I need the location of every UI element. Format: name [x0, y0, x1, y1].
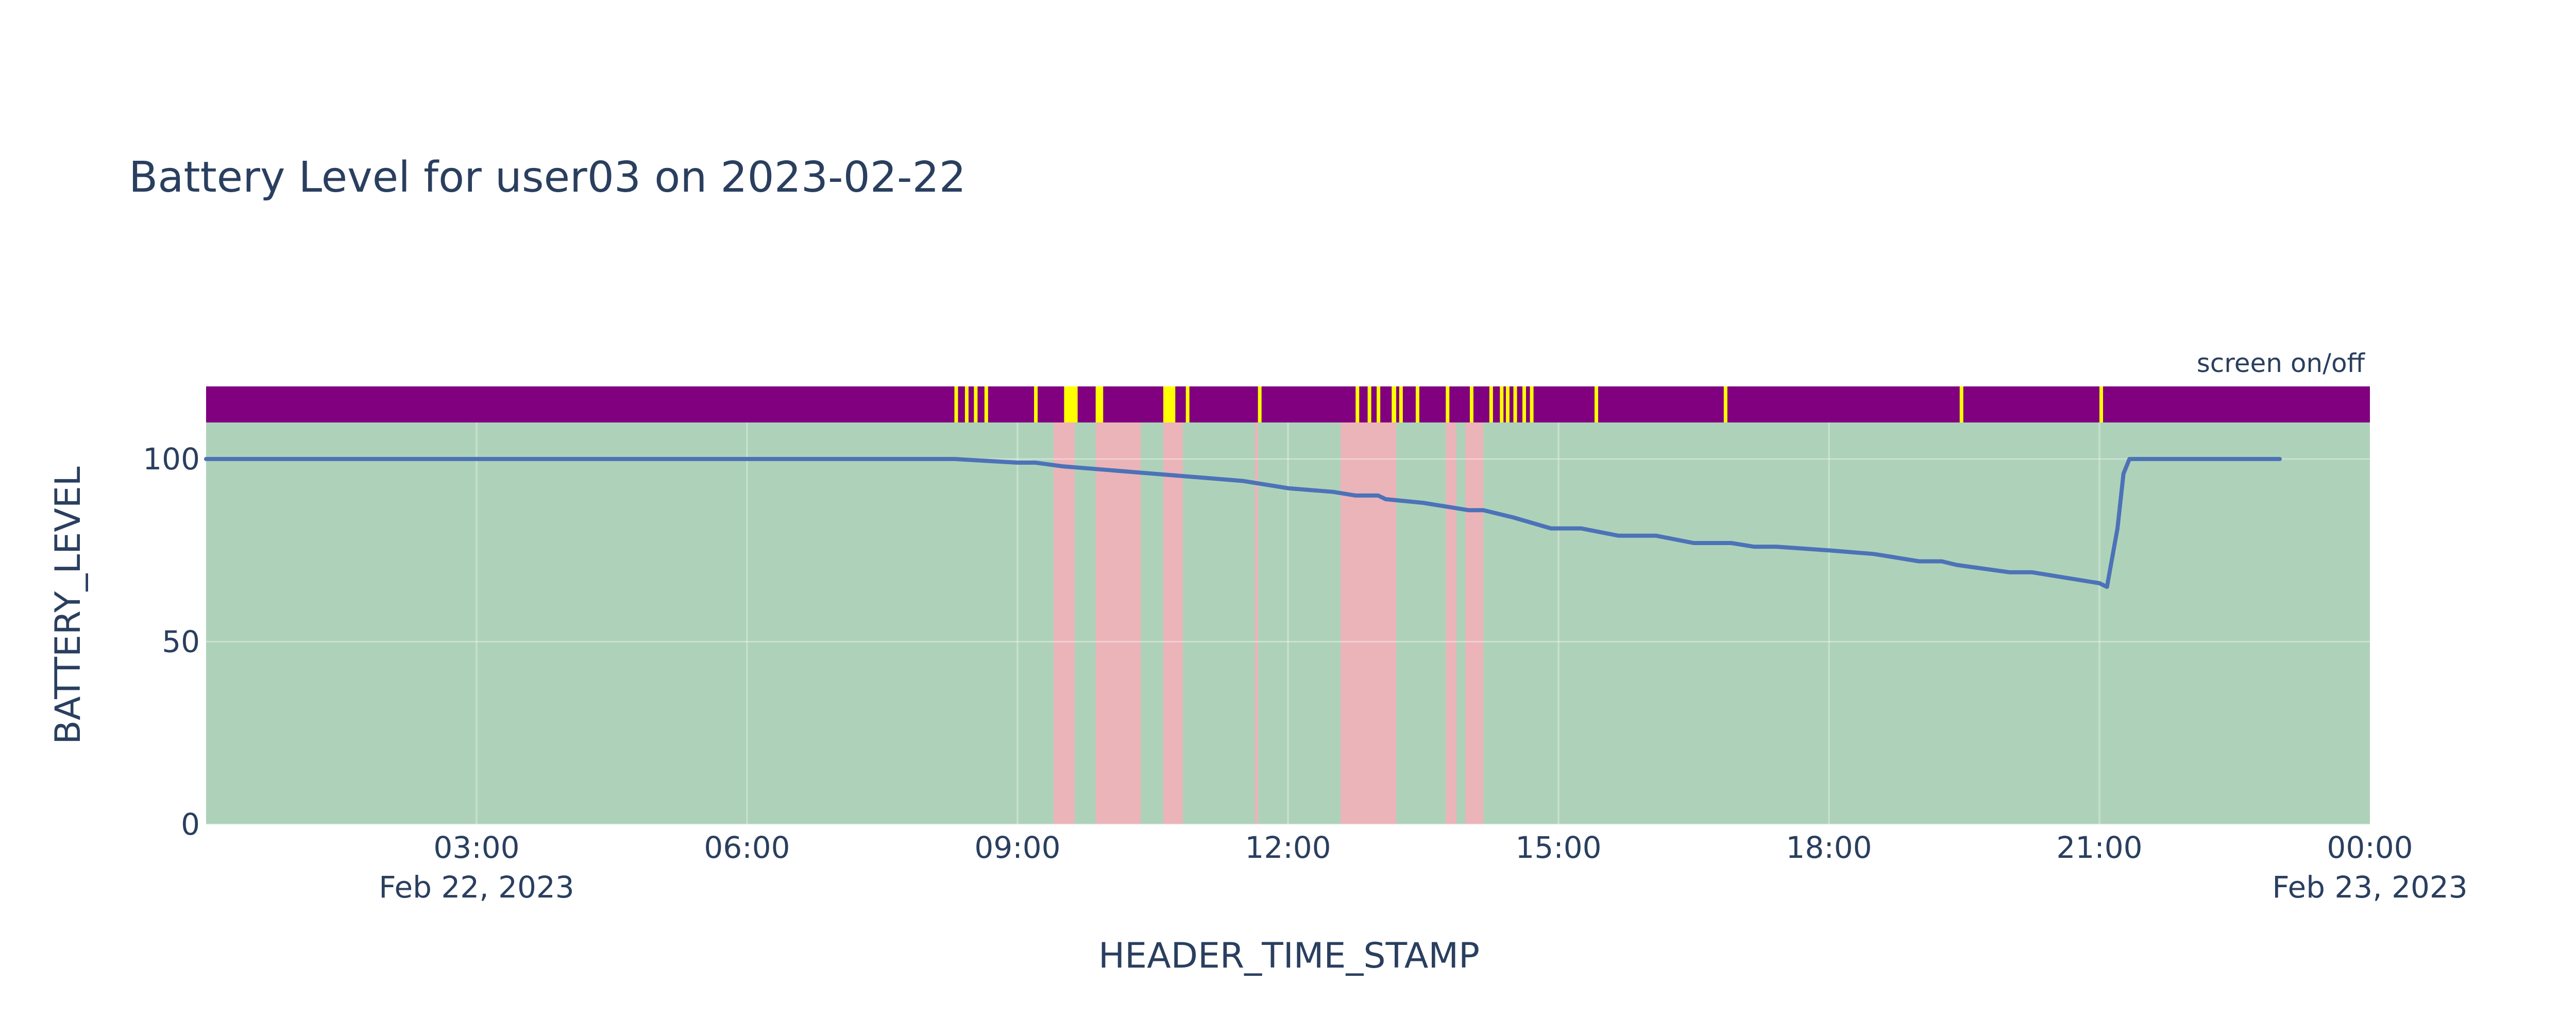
- screen-on-event: [964, 386, 969, 422]
- screen-on-event: [1355, 386, 1360, 422]
- screen-strip-label: screen on/off: [2197, 348, 2366, 378]
- x-tick-label: 15:00: [1515, 830, 1601, 865]
- screen-on-event: [1377, 386, 1381, 422]
- screen-on-event: [1415, 386, 1419, 422]
- x-tick-sublabel: Feb 22, 2023: [379, 870, 574, 905]
- y-tick-label: 0: [181, 807, 200, 842]
- y-axis-title: BATTERY_LEVEL: [48, 466, 89, 744]
- highlight-band: [1341, 422, 1396, 824]
- x-axis-title: HEADER_TIME_STAMP: [1098, 936, 1480, 976]
- x-tick-label: 09:00: [974, 830, 1060, 865]
- screen-on-event: [1513, 386, 1517, 422]
- highlight-band: [1255, 422, 1258, 824]
- highlight-band: [1465, 422, 1484, 824]
- screen-on-event: [1505, 386, 1510, 422]
- x-tick-label: 12:00: [1245, 830, 1331, 865]
- screen-on-event: [954, 386, 958, 422]
- x-tick-sublabel: Feb 23, 2023: [2272, 870, 2467, 905]
- x-tick-label: 21:00: [2056, 830, 2142, 865]
- highlight-bands: [1054, 422, 1484, 824]
- highlight-band: [1446, 422, 1456, 824]
- screen-on-event: [1367, 386, 1371, 422]
- battery-level-line: [204, 456, 2282, 589]
- x-tick-label: 18:00: [1786, 830, 1872, 865]
- screen-on-event: [1399, 386, 1403, 422]
- screen-off-bar: [206, 386, 2370, 422]
- screen-on-event: [1522, 386, 1526, 422]
- screen-on-event: [1959, 386, 1963, 422]
- x-axis-ticks: 03:00 Feb 22, 2023 06:00 09:00 12:00 15:00 18:…: [379, 830, 2467, 905]
- screen-on-event: [1469, 386, 1473, 422]
- screen-on-event: [1095, 386, 1104, 422]
- screen-on-event: [1064, 386, 1078, 422]
- screen-on-event: [984, 386, 988, 422]
- screen-on-event: [1489, 386, 1493, 422]
- screen-on-event: [974, 386, 978, 422]
- highlight-band: [1163, 422, 1183, 824]
- y-axis-ticks: 0 50 100: [143, 442, 200, 842]
- y-tick-label: 50: [162, 624, 200, 659]
- screen-on-event: [1185, 386, 1190, 422]
- screen-on-event: [2099, 386, 2103, 422]
- screen-on-event: [1530, 386, 1534, 422]
- highlight-band: [1095, 422, 1141, 824]
- screen-on-event: [1034, 386, 1038, 422]
- screen-on-event: [1446, 386, 1450, 422]
- highlight-band: [1054, 422, 1075, 824]
- series-layer: [204, 456, 2282, 589]
- screen-strip: [206, 386, 2370, 422]
- gridlines: [206, 422, 2370, 825]
- screen-on-event: [1163, 386, 1176, 422]
- x-tick-label: 03:00: [433, 830, 519, 865]
- x-tick-label: 06:00: [704, 830, 790, 865]
- x-tick-label: 00:00: [2327, 830, 2413, 865]
- screen-on-event: [1723, 386, 1727, 422]
- y-tick-label: 100: [143, 442, 200, 477]
- screen-on-event: [1595, 386, 1598, 422]
- screen-on-event: [1500, 386, 1504, 422]
- screen-on-event: [1258, 386, 1262, 422]
- chart-title: Battery Level for user03 on 2023-02-22: [129, 153, 966, 202]
- screen-on-event: [1392, 386, 1396, 422]
